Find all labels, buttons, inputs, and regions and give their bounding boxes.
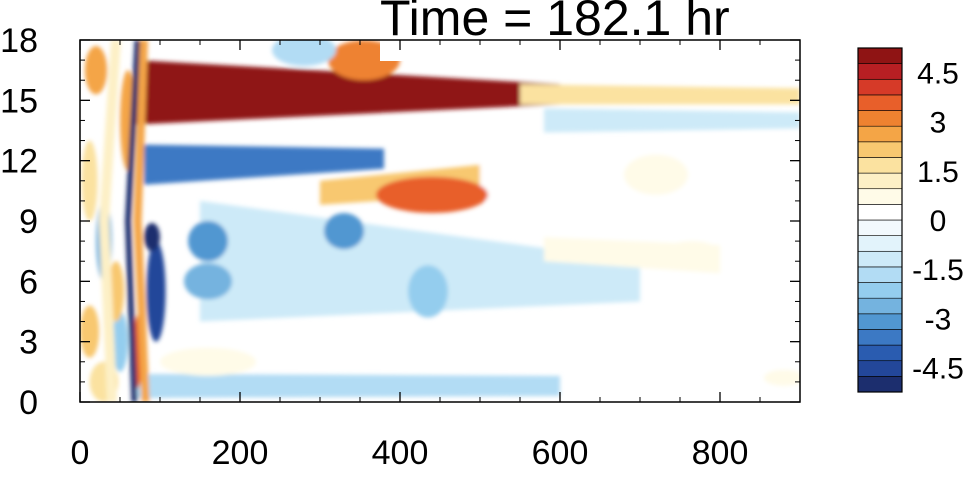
chart-title: Time = 182.1 hr (380, 0, 730, 46)
y-tick-label: 9 (19, 203, 38, 241)
colorbar-label: 4.5 (917, 58, 959, 91)
x-tick-label: 200 (212, 434, 269, 472)
contour-blob (144, 223, 160, 252)
colorbar-swatch (857, 282, 903, 299)
colorbar-swatch (857, 360, 903, 377)
y-tick-label: 18 (0, 22, 38, 60)
y-tick-label: 15 (0, 82, 38, 120)
contour-blob (112, 311, 128, 372)
colorbar-swatch (857, 141, 903, 158)
contour-band (520, 84, 800, 105)
colorbar-swatch (857, 94, 903, 111)
y-axis: 0 3 6 9 12 15 18 (0, 22, 800, 422)
y-tick-label: 12 (0, 143, 38, 181)
contour-blob (272, 40, 336, 67)
contour-blob (84, 46, 108, 95)
x-tick-label: 800 (692, 434, 749, 472)
contour-band (136, 60, 560, 125)
colorbar-swatch (857, 157, 903, 174)
colorbar-frame (857, 47, 903, 393)
contour-blob (160, 347, 256, 376)
colorbar-swatch (857, 376, 903, 393)
y-tick-label: 0 (19, 384, 38, 422)
colorbar-swatch (857, 250, 903, 268)
y-tick-label: 3 (19, 324, 38, 362)
colorbar-swatch (857, 78, 903, 96)
colorbar-swatch (857, 110, 903, 127)
contour-blob (376, 176, 488, 213)
colorbar-swatch (857, 47, 903, 64)
contour-blob (324, 212, 364, 250)
contour-blob (184, 263, 232, 300)
contour-front (99, 40, 121, 402)
contour-blob (408, 265, 448, 318)
contour-blob (664, 241, 720, 266)
colorbar-swatch (857, 297, 903, 315)
colorbar-swatch (857, 235, 903, 252)
colorbar: 4.5 3 1.5 0 -1.5 -3 -4.5 (857, 47, 964, 393)
y-tick-label: 6 (19, 263, 38, 301)
x-axis: 0 200 400 600 800 (71, 40, 801, 472)
title-mask (380, 40, 800, 61)
colorbar-label: 1.5 (917, 156, 959, 189)
colorbar-label: 0 (930, 205, 947, 238)
colorbar-swatch (857, 63, 903, 80)
contour-band (544, 108, 800, 133)
contour-blob (624, 154, 688, 195)
colorbar-swatch (857, 125, 903, 143)
x-tick-label: 600 (532, 434, 589, 472)
colorbar-swatch (857, 172, 903, 190)
contour-blob (188, 221, 228, 262)
contour-blob (764, 369, 800, 386)
contour-blob (146, 241, 166, 342)
plot-area (79, 39, 801, 403)
colorbar-swatch (857, 204, 903, 221)
colorbar-label: -3 (925, 303, 952, 336)
contour-band (144, 144, 384, 185)
colorbar-swatch (857, 266, 903, 283)
x-tick-label: 400 (372, 434, 429, 472)
colorbar-swatch (857, 344, 903, 362)
colorbar-swatch (857, 219, 903, 236)
colorbar-swatch (857, 188, 903, 205)
colorbar-swatch (857, 329, 903, 346)
field-layer (80, 40, 800, 402)
colorbar-swatch (857, 313, 903, 330)
colorbar-label: -4.5 (912, 352, 964, 385)
contour-band (200, 200, 640, 322)
colorbar-label: 3 (930, 107, 947, 140)
contour-blob (80, 305, 100, 358)
colorbar-label: -1.5 (912, 254, 964, 287)
x-tick-label: 0 (71, 434, 90, 472)
contour-front (133, 40, 150, 402)
contour-band (136, 373, 560, 398)
contour-front (125, 40, 141, 402)
